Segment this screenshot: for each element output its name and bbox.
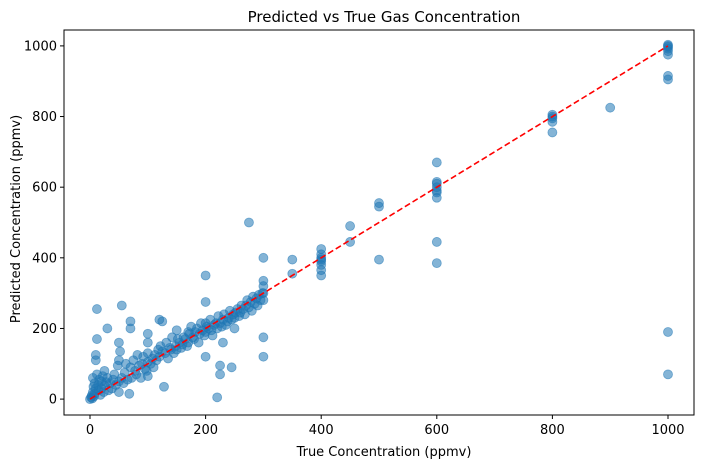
scatter-point: [663, 327, 673, 337]
scatter-point: [114, 387, 124, 397]
scatter-point: [159, 381, 169, 392]
scatter-point: [431, 237, 442, 247]
scatter-point: [142, 371, 153, 382]
y-tick-label: 600: [32, 181, 57, 196]
y-axis: 0 200 400 600 800 1000: [24, 39, 64, 408]
y-axis-label: Predicted Concentration (ppmv): [9, 115, 24, 323]
scatter-point: [116, 300, 127, 311]
scatter-point: [605, 102, 616, 113]
scatter-point: [229, 323, 240, 334]
x-tick-label: 800: [540, 423, 565, 438]
scatter-point: [157, 316, 168, 327]
y-tick-label: 800: [32, 110, 57, 125]
scatter-point: [316, 244, 327, 254]
x-axis: 0 200 400 600 800 1000: [86, 415, 685, 438]
scatter-point: [200, 351, 211, 362]
y-tick-label: 400: [32, 251, 57, 266]
x-tick-label: 400: [309, 423, 334, 438]
scatter-point: [218, 337, 228, 348]
scatter-point: [212, 392, 223, 403]
x-tick-label: 200: [193, 423, 218, 438]
scatter-point: [258, 332, 269, 343]
scatter-point: [226, 362, 237, 373]
scatter-point: [374, 198, 384, 208]
y-tick-label: 1000: [24, 39, 57, 54]
scatter-points: [85, 39, 673, 405]
scatter-point: [142, 337, 153, 348]
y-tick-label: 0: [49, 393, 57, 408]
scatter-point: [431, 258, 442, 269]
scatter-point: [171, 325, 182, 336]
x-tick-label: 1000: [651, 423, 684, 438]
scatter-point: [258, 275, 269, 286]
scatter-point: [374, 254, 384, 265]
chart-title: Predicted vs True Gas Concentration: [248, 8, 521, 26]
scatter-point: [244, 217, 254, 228]
scatter-point: [547, 109, 558, 120]
scatter-point: [345, 221, 356, 231]
scatter-point: [431, 157, 442, 168]
scatter-point: [287, 254, 298, 265]
scatter-point: [90, 350, 101, 360]
x-tick-label: 0: [86, 423, 94, 438]
scatter-point: [663, 369, 673, 380]
scatter-point: [663, 39, 673, 50]
scatter-point: [200, 297, 211, 307]
scatter-point: [258, 351, 269, 362]
scatter-point: [125, 316, 136, 327]
x-axis-label: True Concentration (ppmv): [296, 445, 472, 460]
identity-reference-line: [89, 45, 669, 400]
scatter-point: [215, 360, 225, 371]
scatter-point: [547, 127, 558, 138]
scatter-point: [114, 337, 124, 348]
x-tick-label: 600: [424, 423, 449, 438]
scatter-point: [115, 346, 125, 357]
scatter-point: [142, 328, 153, 339]
scatter-point: [215, 369, 225, 380]
scatter-point: [92, 334, 102, 344]
scatter-point: [102, 323, 113, 334]
scatter-point: [258, 252, 269, 263]
y-tick-label: 200: [32, 322, 57, 337]
scatter-point: [207, 330, 218, 341]
scatter-point: [663, 71, 673, 81]
scatter-point: [92, 304, 102, 314]
plot-area-frame: [63, 29, 695, 416]
scatter-point: [124, 388, 135, 399]
scatter-point: [287, 268, 298, 279]
scatter-point: [200, 270, 211, 281]
